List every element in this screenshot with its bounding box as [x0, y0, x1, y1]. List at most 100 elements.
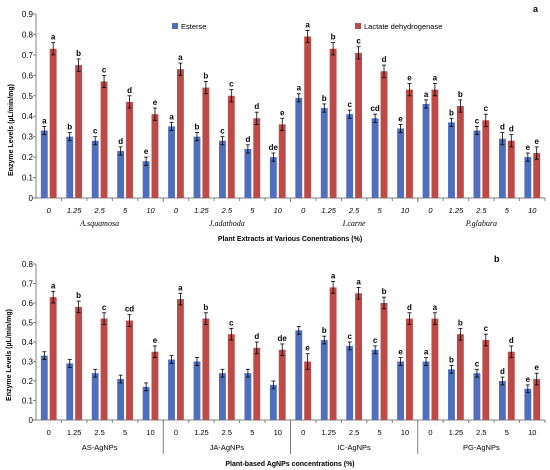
group-label: IC-AgNPs: [337, 443, 371, 452]
significance-letter: c: [229, 318, 234, 327]
x-tick-label: 0: [174, 428, 178, 437]
esterase-bar: [219, 140, 226, 198]
significance-letter: d: [382, 55, 387, 64]
x-tick-label: 5: [123, 206, 128, 215]
significance-letter: e: [534, 137, 539, 146]
y-tick-label: 0.5: [22, 92, 34, 101]
ldh-bar: [380, 303, 388, 420]
ldh-bar: [176, 299, 184, 420]
group-label: PG-AgNPs: [463, 443, 500, 452]
significance-letter: a: [433, 74, 438, 83]
x-tick-label: 10: [528, 206, 537, 215]
x-tick-label: 0: [428, 206, 433, 215]
significance-letter: a: [424, 348, 429, 357]
y-tick-label: 0.6: [22, 299, 34, 308]
x-tick-label: 2.5: [348, 206, 360, 215]
ldh-bar: [75, 65, 83, 198]
esterase-bar: [244, 148, 252, 198]
x-tick-label: 5: [123, 428, 127, 437]
significance-letter: c: [102, 303, 107, 312]
panel-b-xlabel: Plant-based AgNPs concentrations (%): [225, 461, 354, 468]
y-tick-label: 0.4: [22, 112, 34, 121]
ldh-bar: [456, 106, 464, 198]
significance-letter: d: [509, 125, 514, 134]
significance-letter: b: [67, 123, 72, 132]
significance-letter: c: [475, 116, 480, 125]
x-tick-label: 5: [250, 206, 255, 215]
y-tick-label: 0.8: [22, 260, 34, 269]
significance-letter: c: [102, 65, 107, 74]
ldh-bar: [507, 351, 515, 420]
ldh-bar: [278, 349, 286, 420]
group-label: JA-AgNPs: [210, 443, 245, 452]
esterase-bar: [524, 388, 532, 420]
significance-letter: e: [526, 143, 531, 152]
x-tick-label: 0: [174, 206, 179, 215]
esterase-bar: [193, 361, 201, 420]
significance-letter: a: [305, 20, 310, 29]
x-tick-label: 0: [428, 428, 432, 437]
x-tick-label: 10: [274, 428, 282, 437]
x-tick-label: 5: [250, 428, 254, 437]
legend-esterase: Esterse: [181, 22, 206, 31]
x-tick-label: 1.25: [194, 428, 209, 437]
significance-letter: b: [76, 49, 81, 58]
ldh-bar: [329, 287, 337, 420]
significance-letter: b: [76, 291, 81, 300]
x-tick-label: 1.25: [321, 428, 336, 437]
esterase-bar: [448, 369, 455, 420]
panel-a-xlabel: Plant Extracts at Various Conentrations …: [218, 236, 362, 243]
panel-a-ylabel: Enzyme Levels (µL/min/mg): [8, 84, 15, 176]
significance-letter: a: [178, 283, 183, 292]
esterase-bar: [371, 118, 379, 198]
significance-letter: c: [347, 332, 352, 341]
x-tick-label: 1.25: [321, 206, 336, 215]
significance-letter: a: [297, 84, 302, 93]
esterase-bar: [193, 136, 201, 198]
esterase-bar: [269, 157, 277, 198]
ldh-bar: [253, 118, 261, 198]
significance-letter: c: [356, 37, 361, 46]
esterase-bar: [346, 114, 354, 198]
significance-letter: b: [195, 123, 200, 132]
ldh-bar: [355, 52, 362, 198]
significance-letter: d: [407, 303, 412, 312]
x-tick-label: 10: [401, 206, 410, 215]
x-tick-label: 10: [146, 206, 155, 215]
esterase-bar: [40, 355, 48, 420]
ldh-bar: [176, 69, 184, 198]
esterase-bar: [244, 373, 252, 420]
significance-letter: e: [398, 348, 403, 357]
significance-letter: d: [254, 102, 259, 111]
significance-letter: e: [407, 74, 412, 83]
y-tick-label: 0.5: [22, 319, 34, 328]
x-tick-label: 2.5: [475, 206, 487, 215]
esterase-bar: [397, 361, 405, 420]
esterase-bar: [142, 386, 150, 420]
ldh-bar: [431, 318, 439, 420]
ldh-bar: [456, 334, 464, 420]
esterase-bar: [117, 150, 125, 198]
significance-letter: cd: [125, 305, 134, 314]
x-tick-label: 2.5: [222, 428, 232, 437]
x-tick-label: 5: [505, 206, 510, 215]
y-tick-label: 0.1: [22, 397, 34, 406]
esterase-bar: [498, 381, 506, 420]
ldh-bar: [253, 347, 261, 420]
ldh-bar: [406, 89, 413, 198]
y-tick-label: 0.3: [22, 133, 34, 142]
y-tick-label: 0.3: [22, 358, 34, 367]
significance-letter: cd: [370, 104, 379, 113]
y-tick-label: 0.2: [22, 153, 34, 162]
ldh-bar: [202, 87, 210, 198]
ldh-bar: [75, 306, 83, 420]
x-tick-label: 2.5: [221, 206, 233, 215]
significance-letter: a: [356, 277, 361, 286]
x-tick-label: 2.5: [476, 428, 486, 437]
ldh-bar: [482, 340, 490, 420]
significance-letter: c: [93, 127, 98, 136]
y-tick-label: 0.6: [22, 71, 34, 80]
significance-letter: a: [178, 53, 183, 62]
esterase-bar: [142, 161, 150, 198]
